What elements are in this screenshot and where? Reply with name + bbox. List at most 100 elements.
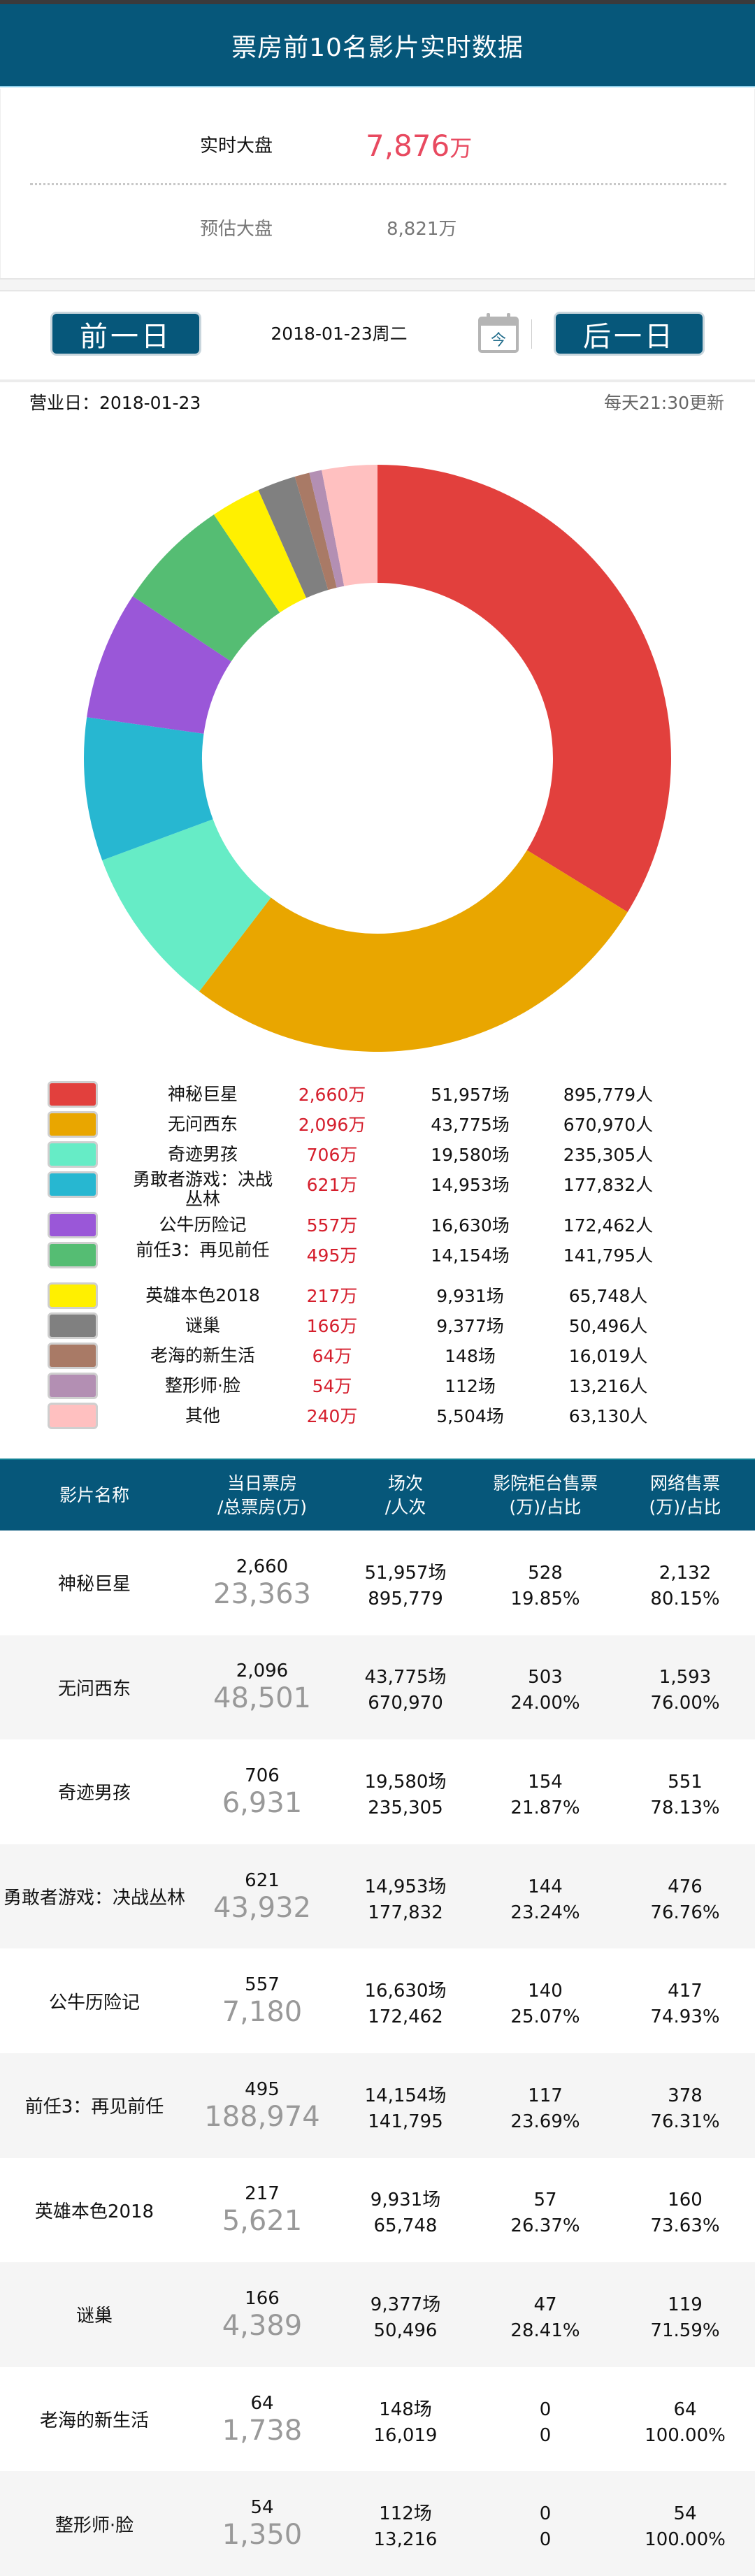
legend-item[interactable]: 老海的新生活 64万 148场 16,019人 xyxy=(0,1341,755,1371)
box-office-cell: 621 43,932 xyxy=(189,1844,336,1949)
legend-box-office: 54万 xyxy=(312,1376,352,1396)
legend-item[interactable]: 奇迹男孩 706万 19,580场 235,305人 xyxy=(0,1140,755,1170)
donut-slice[interactable] xyxy=(102,819,271,992)
table-header-cell: 影院柜台售票 (万)/占比 xyxy=(475,1460,615,1531)
table-row[interactable]: 谜巢 166 4,389 9,377场 50,496 47 28.41% 119 71.59% xyxy=(0,2262,755,2367)
table-row[interactable]: 勇敢者游戏：决战丛林 621 43,932 14,953场 177,832 144 23.2… xyxy=(0,1844,755,1949)
daily-box-office: 2,660 xyxy=(236,1556,289,1577)
legend-item[interactable]: 前任3：再见前任 495万 14,154场 141,795人 xyxy=(0,1240,755,1281)
online-sales-cell: 551 78.13% xyxy=(615,1746,755,1844)
donut-slice[interactable] xyxy=(309,470,345,588)
legend-audience: 670,970人 xyxy=(563,1115,654,1135)
counter-share: 23.69% xyxy=(510,2111,580,2132)
legend-item[interactable]: 公牛历险记 557万 16,630场 172,462人 xyxy=(0,1210,755,1240)
film-name-cell: 整形师·脸 xyxy=(0,2471,189,2576)
legend-audience: 50,496人 xyxy=(568,1316,648,1336)
audience: 16,019 xyxy=(373,2424,438,2446)
donut-slice[interactable] xyxy=(378,465,672,912)
donut-slice[interactable] xyxy=(84,717,213,860)
table-row[interactable]: 公牛历险记 557 7,180 16,630场 172,462 140 25.07% 417 7… xyxy=(0,1948,755,2053)
total-box-office: 43,932 xyxy=(213,1891,311,1924)
daily-box-office: 621 xyxy=(245,1869,280,1891)
box-office-cell: 166 4,389 xyxy=(189,2262,336,2367)
table-body: 神秘巨星 2,660 23,363 51,957场 895,779 528 19.85% 2,… xyxy=(0,1531,755,2576)
audience: 50,496 xyxy=(373,2320,438,2341)
counter-sales-cell: 47 28.41% xyxy=(475,2269,615,2367)
legend-swatch xyxy=(48,1141,98,1168)
screenings: 19,580场 xyxy=(364,1771,447,1793)
donut-slice[interactable] xyxy=(87,596,231,734)
donut-slice[interactable] xyxy=(258,477,329,598)
total-box-office: 6,931 xyxy=(222,1786,303,1819)
legend-item[interactable]: 谜巢 166万 9,377场 50,496人 xyxy=(0,1311,755,1341)
total-box-office: 1,350 xyxy=(222,2519,303,2552)
next-day-button[interactable]: 后一日 xyxy=(554,312,705,356)
donut-slice[interactable] xyxy=(199,850,628,1052)
legend-screenings: 148场 xyxy=(445,1346,496,1366)
counter-sales-cell: 154 21.87% xyxy=(475,1746,615,1844)
realtime-market-row: 实时大盘 7,876万 xyxy=(1,125,755,167)
legend-audience: 177,832人 xyxy=(563,1175,654,1195)
donut-slice[interactable] xyxy=(132,514,280,662)
legend-swatch xyxy=(48,1282,98,1309)
screenings: 14,154场 xyxy=(364,2085,447,2106)
box-office-cell: 2,660 23,363 xyxy=(189,1531,336,1635)
daily-box-office: 64 xyxy=(250,2392,274,2414)
table-row[interactable]: 前任3：再见前任 495 188,974 14,154场 141,795 117 23.69… xyxy=(0,2053,755,2158)
online-sales: 160 xyxy=(668,2190,703,2211)
film-name: 谜巢 xyxy=(76,2306,113,2327)
counter-sales: 0 xyxy=(539,2398,552,2420)
legend-item[interactable]: 无问西东 2,096万 43,775场 670,970人 xyxy=(0,1110,755,1140)
table-header-cell: 场次/人次 xyxy=(336,1460,475,1531)
calendar-today-icon[interactable]: 今 xyxy=(477,312,519,354)
legend-item[interactable]: 其他 240万 5,504场 63,130人 xyxy=(0,1401,755,1431)
daily-box-office: 54 xyxy=(250,2497,274,2519)
table-row[interactable]: 无问西东 2,096 48,501 43,775场 670,970 503 24.00% 1,… xyxy=(0,1635,755,1740)
box-office-cell: 2,096 48,501 xyxy=(189,1635,336,1740)
screenings-cell: 9,931场 65,748 xyxy=(336,2165,475,2263)
legend-box-office: 166万 xyxy=(306,1316,358,1336)
donut-slice[interactable] xyxy=(213,490,307,613)
donut-slice[interactable] xyxy=(322,465,378,586)
legend-swatch xyxy=(48,1212,98,1238)
table-row[interactable]: 整形师·脸 54 1,350 112场 13,216 0 0 54 100.00% xyxy=(0,2471,755,2576)
film-name-cell: 谜巢 xyxy=(0,2262,189,2367)
header-line-1: 影院柜台售票 xyxy=(492,1472,598,1493)
online-share: 76.31% xyxy=(650,2111,720,2132)
counter-sales: 0 xyxy=(539,2503,552,2525)
table-row[interactable]: 神秘巨星 2,660 23,363 51,957场 895,779 528 19.85% 2,… xyxy=(0,1531,755,1635)
legend-item[interactable]: 神秘巨星 2,660万 51,957场 895,779人 xyxy=(0,1080,755,1110)
donut-slice[interactable] xyxy=(294,472,337,591)
legend-screenings: 16,630场 xyxy=(431,1215,510,1236)
app-header: 票房前10名影片实时数据 xyxy=(0,4,755,87)
film-name: 勇敢者游戏：决战丛林 xyxy=(3,1888,185,1909)
table-row[interactable]: 老海的新生活 64 1,738 148场 16,019 0 0 64 100.00% xyxy=(0,2367,755,2472)
legend-item[interactable]: 勇敢者游戏：决战丛林 621万 14,953场 177,832人 xyxy=(0,1170,755,1210)
film-name: 整形师·脸 xyxy=(55,2515,134,2536)
table-row[interactable]: 英雄本色2018 217 5,621 9,931场 65,748 57 26.37% 160 7… xyxy=(0,2158,755,2263)
legend-film-name: 谜巢 xyxy=(185,1315,220,1336)
legend-item[interactable]: 整形师·脸 54万 112场 13,216人 xyxy=(0,1371,755,1401)
online-share: 76.76% xyxy=(650,1902,720,1923)
donut-svg xyxy=(84,465,672,1052)
online-share: 76.00% xyxy=(650,1693,720,1714)
legend-swatch xyxy=(48,1171,98,1198)
box-office-cell: 54 1,350 xyxy=(189,2471,336,2576)
date-navigator: 前一日 2018-01-23周二 今 后一日 xyxy=(0,291,755,379)
legend-film-name: 公牛历险记 xyxy=(159,1215,247,1235)
table-row[interactable]: 奇迹男孩 706 6,931 19,580场 235,305 154 21.87% 551 78… xyxy=(0,1739,755,1844)
online-sales: 54 xyxy=(673,2503,697,2525)
online-sales: 551 xyxy=(668,1771,703,1793)
svg-text:今: 今 xyxy=(491,332,506,349)
business-day: 营业日：2018-01-23 xyxy=(29,393,201,413)
screenings-cell: 112场 13,216 xyxy=(336,2478,475,2576)
header-line-1: 当日票房 xyxy=(226,1472,297,1493)
legend-item[interactable]: 英雄本色2018 217万 9,931场 65,748人 xyxy=(0,1281,755,1311)
legend-audience: 13,216人 xyxy=(568,1376,648,1396)
previous-day-button[interactable]: 前一日 xyxy=(50,312,201,356)
online-sales: 1,593 xyxy=(659,1667,712,1688)
film-name-cell: 英雄本色2018 xyxy=(0,2158,189,2263)
current-date[interactable]: 2018-01-23周二 xyxy=(271,324,408,344)
legend-film-name: 奇迹男孩 xyxy=(167,1144,238,1164)
legend-audience: 235,305人 xyxy=(563,1145,654,1165)
